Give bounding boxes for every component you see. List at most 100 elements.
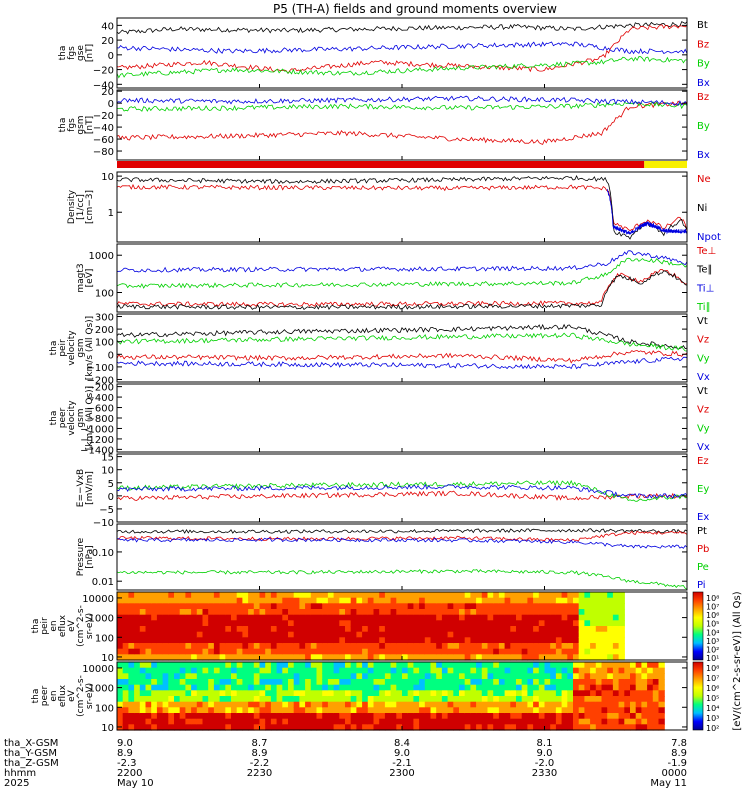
heatmap-cell: [168, 592, 175, 599]
series-Vy: [116, 332, 688, 352]
heatmap-cell: [384, 713, 392, 720]
heatmap-cell: [299, 597, 306, 604]
heatmap-cell: [459, 637, 466, 644]
heatmap-cell: [373, 673, 380, 680]
heatmap-cell: [151, 724, 158, 731]
heatmap-cell: [196, 718, 204, 725]
heatmap-cell: [544, 690, 551, 697]
heatmap-cell: [139, 696, 147, 703]
heatmap-cell: [350, 696, 357, 703]
heatmap-cell: [310, 592, 318, 599]
heatmap-cell: [527, 637, 534, 644]
heatmap-cell: [419, 713, 426, 720]
heatmap-cell: [213, 667, 221, 674]
heatmap-cell: [544, 609, 551, 616]
heatmap-cell: [441, 592, 449, 599]
heatmap-cell: [191, 626, 198, 633]
heatmap-cell: [612, 718, 620, 725]
heatmap-cell: [441, 620, 449, 627]
heatmap-cell: [413, 614, 420, 621]
heatmap-cell: [242, 724, 249, 731]
heatmap-cell: [185, 667, 192, 674]
heatmap-cell: [521, 679, 528, 686]
heatmap-cell: [339, 631, 346, 638]
heatmap-cell: [270, 673, 278, 680]
heatmap-cell: [578, 597, 585, 604]
heatmap-cell: [139, 684, 147, 691]
heatmap-cell: [516, 684, 523, 691]
heatmap-cell: [282, 603, 289, 610]
heatmap-cell: [236, 690, 243, 697]
heatmap-cell: [242, 631, 249, 638]
heatmap-cell: [544, 662, 551, 669]
heatmap-cell: [561, 701, 568, 708]
heatmap-cell: [555, 662, 563, 669]
heatmap-cell: [253, 684, 261, 691]
heatmap-cell: [607, 592, 614, 599]
heatmap-cell: [521, 648, 528, 655]
heatmap-cell: [481, 724, 489, 731]
heatmap-cell: [156, 597, 164, 604]
heatmap-cell: [459, 679, 466, 686]
heatmap-cell: [367, 662, 375, 669]
heatmap-cell: [510, 597, 517, 604]
heatmap-cell: [379, 673, 386, 680]
heatmap-cell: [595, 648, 603, 655]
heatmap-cell: [128, 614, 135, 621]
heatmap-cell: [487, 673, 494, 680]
heatmap-cell: [128, 631, 135, 638]
heatmap-cell: [122, 701, 129, 708]
axis-row-value: 0000: [662, 768, 687, 779]
heatmap-cell: [379, 620, 386, 627]
heatmap-cell: [567, 620, 574, 627]
heatmap-cell: [151, 679, 158, 686]
heatmap-cell: [584, 724, 591, 731]
heatmap-cell: [550, 631, 557, 638]
heatmap-cell: [470, 620, 477, 627]
heatmap-cell: [265, 707, 272, 714]
heatmap-cell: [527, 713, 534, 720]
heatmap-cell: [607, 707, 614, 714]
heatmap-cell: [134, 718, 141, 725]
heatmap-cell: [327, 718, 335, 725]
heatmap-cell: [208, 654, 215, 661]
heatmap-cell: [356, 631, 363, 638]
heatmap-cell: [327, 654, 335, 661]
heatmap-cell: [185, 609, 192, 616]
heatmap-cell: [219, 707, 226, 714]
heatmap-cell: [248, 662, 255, 669]
heatmap-cell: [584, 690, 591, 697]
heatmap-cell: [231, 713, 238, 720]
heatmap-cell: [390, 707, 397, 714]
heatmap-cell: [242, 713, 249, 720]
heatmap-cell: [470, 696, 477, 703]
heatmap-cell: [521, 620, 528, 627]
heatmap-cell: [117, 597, 124, 604]
heatmap-cell: [624, 679, 631, 686]
y-axis-label: gse: [76, 45, 86, 61]
heatmap-cell: [504, 673, 511, 680]
heatmap-cell: [151, 620, 158, 627]
heatmap-cell: [310, 626, 318, 633]
heatmap-cell: [122, 648, 129, 655]
heatmap-cell: [345, 643, 352, 650]
heatmap-cell: [305, 643, 312, 650]
heatmap-cell: [407, 718, 414, 725]
heatmap-cell: [618, 718, 625, 725]
heatmap-cell: [584, 673, 591, 680]
heatmap-cell: [607, 690, 614, 697]
heatmap-cell: [231, 718, 238, 725]
heatmap-cell: [618, 648, 625, 655]
y-tick-label: −20: [93, 66, 114, 77]
heatmap-cell: [248, 648, 255, 655]
heatmap-cell: [390, 609, 397, 616]
heatmap-cell: [424, 690, 432, 697]
heatmap-cell: [601, 718, 608, 725]
heatmap-cell: [447, 609, 454, 616]
heatmap-cell: [555, 654, 563, 661]
heatmap-cell: [601, 643, 608, 650]
axis-row-value: -1.9: [667, 758, 687, 769]
heatmap-cell: [310, 701, 318, 708]
heatmap-cell: [612, 603, 620, 610]
heatmap-cell: [567, 718, 574, 725]
